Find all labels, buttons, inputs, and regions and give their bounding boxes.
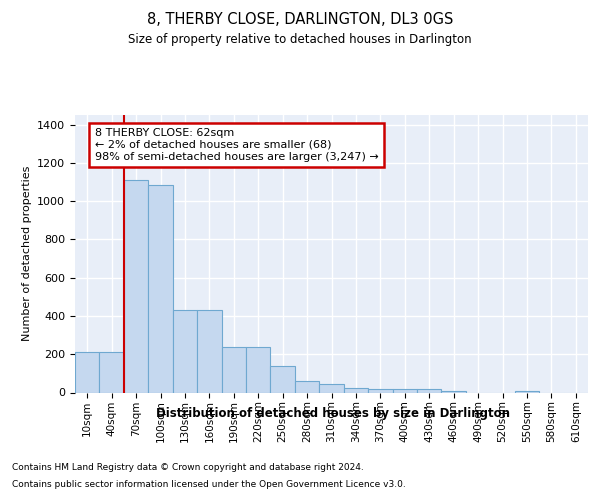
- Bar: [173, 310, 197, 392]
- Bar: [368, 389, 392, 392]
- Bar: [442, 390, 466, 392]
- Text: 8 THERBY CLOSE: 62sqm
← 2% of detached houses are smaller (68)
98% of semi-detac: 8 THERBY CLOSE: 62sqm ← 2% of detached h…: [95, 128, 378, 162]
- Bar: [246, 346, 271, 393]
- Bar: [515, 390, 539, 392]
- Bar: [271, 366, 295, 392]
- Bar: [392, 389, 417, 392]
- Y-axis label: Number of detached properties: Number of detached properties: [22, 166, 32, 342]
- Text: 8, THERBY CLOSE, DARLINGTON, DL3 0GS: 8, THERBY CLOSE, DARLINGTON, DL3 0GS: [147, 12, 453, 28]
- Bar: [100, 352, 124, 393]
- Bar: [124, 180, 148, 392]
- Text: Distribution of detached houses by size in Darlington: Distribution of detached houses by size …: [156, 408, 510, 420]
- Bar: [75, 352, 100, 393]
- Text: Contains public sector information licensed under the Open Government Licence v3: Contains public sector information licen…: [12, 480, 406, 489]
- Text: Size of property relative to detached houses in Darlington: Size of property relative to detached ho…: [128, 32, 472, 46]
- Bar: [319, 384, 344, 392]
- Text: Contains HM Land Registry data © Crown copyright and database right 2024.: Contains HM Land Registry data © Crown c…: [12, 462, 364, 471]
- Bar: [148, 185, 173, 392]
- Bar: [295, 381, 319, 392]
- Bar: [417, 389, 442, 392]
- Bar: [344, 388, 368, 392]
- Bar: [197, 310, 221, 392]
- Bar: [221, 346, 246, 393]
